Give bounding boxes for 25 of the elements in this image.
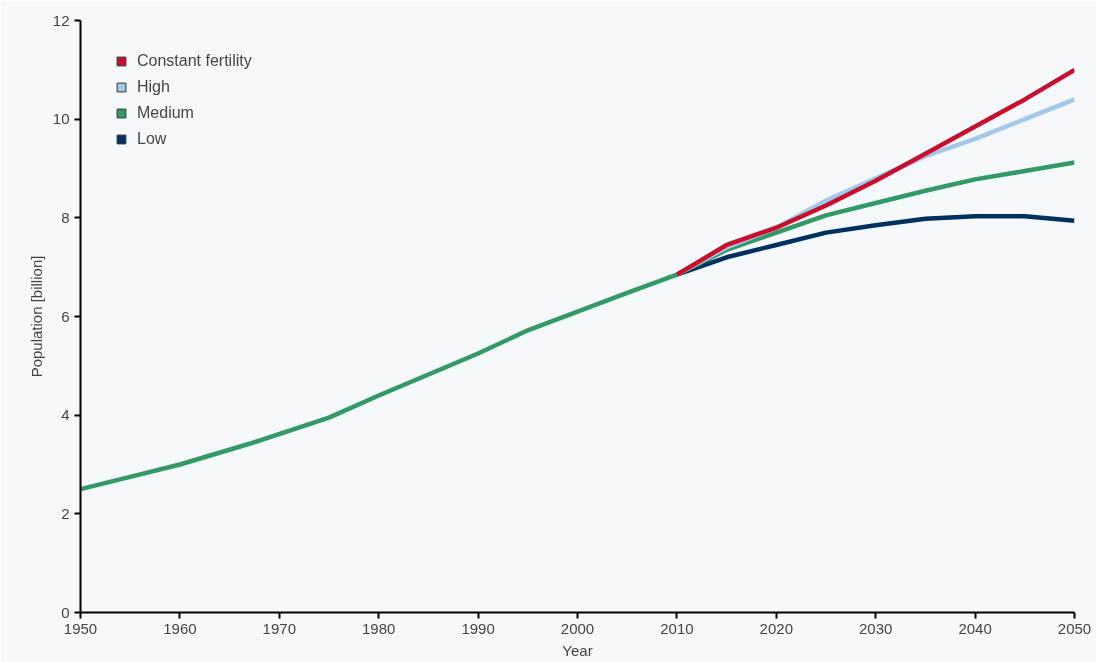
y-tick-label: 4 — [61, 406, 70, 424]
y-tick-label: 0 — [61, 603, 70, 621]
x-tick-label: 2030 — [859, 619, 893, 637]
x-tick-label: 1970 — [262, 619, 296, 637]
x-tick-label: 2000 — [560, 619, 595, 637]
legend-label: Medium — [137, 104, 194, 122]
x-axis-title: Year — [562, 641, 593, 659]
y-tick-label: 8 — [61, 208, 70, 226]
x-tick-label: 1950 — [63, 619, 98, 637]
legend-label: High — [137, 78, 170, 96]
y-tick-label: 6 — [61, 307, 70, 325]
x-tick-label: 1960 — [163, 619, 197, 637]
y-tick-label: 12 — [52, 11, 70, 29]
x-tick-label: 1990 — [461, 619, 495, 637]
x-tick-label: 2050 — [1057, 619, 1092, 637]
legend-label: Constant fertility — [137, 52, 252, 70]
x-tick-label: 2020 — [759, 619, 793, 637]
line-series — [80, 160, 1075, 492]
y-axis-title: Population [billion] — [27, 255, 45, 378]
x-tick-label: 1980 — [362, 619, 396, 637]
legend-label: Low — [137, 130, 167, 148]
x-tick-label: 2010 — [660, 619, 694, 637]
y-tick-label: 2 — [61, 504, 70, 522]
x-tick-label: 2040 — [958, 619, 992, 637]
y-tick-label: 10 — [52, 110, 70, 128]
